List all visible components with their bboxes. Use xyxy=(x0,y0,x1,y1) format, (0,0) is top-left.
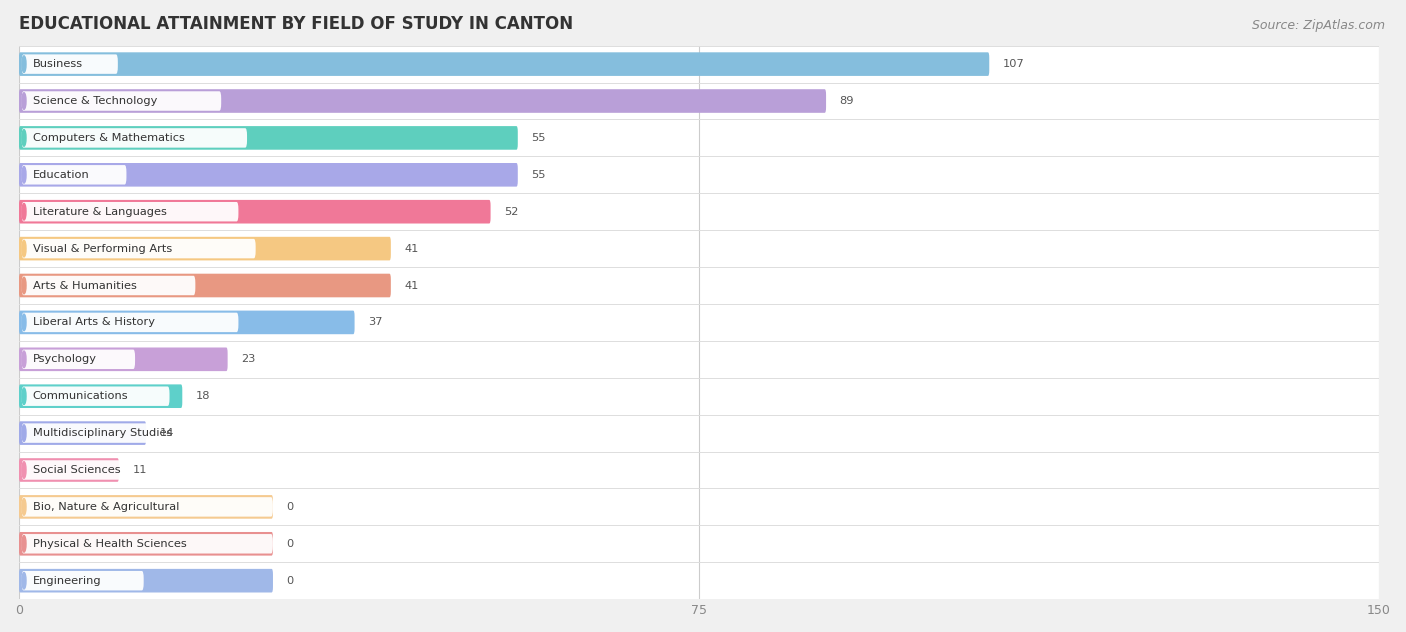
FancyBboxPatch shape xyxy=(18,52,990,76)
Text: Social Sciences: Social Sciences xyxy=(32,465,121,475)
FancyBboxPatch shape xyxy=(21,571,143,590)
Circle shape xyxy=(22,93,27,109)
Circle shape xyxy=(22,462,27,478)
FancyBboxPatch shape xyxy=(18,384,183,408)
Text: Education: Education xyxy=(32,170,90,180)
Text: 41: 41 xyxy=(405,243,419,253)
Text: 107: 107 xyxy=(1002,59,1025,69)
Circle shape xyxy=(22,425,27,441)
Text: Liberal Arts & History: Liberal Arts & History xyxy=(32,317,155,327)
Text: 18: 18 xyxy=(195,391,211,401)
FancyBboxPatch shape xyxy=(21,387,170,406)
FancyBboxPatch shape xyxy=(21,128,247,148)
Circle shape xyxy=(22,204,27,220)
Circle shape xyxy=(22,167,27,183)
Text: Bio, Nature & Agricultural: Bio, Nature & Agricultural xyxy=(32,502,179,512)
FancyBboxPatch shape xyxy=(21,460,179,480)
FancyBboxPatch shape xyxy=(18,237,391,260)
Text: Physical & Health Sciences: Physical & Health Sciences xyxy=(32,539,187,549)
FancyBboxPatch shape xyxy=(20,230,1379,267)
FancyBboxPatch shape xyxy=(18,89,827,113)
FancyBboxPatch shape xyxy=(21,202,239,221)
Text: Computers & Mathematics: Computers & Mathematics xyxy=(32,133,184,143)
FancyBboxPatch shape xyxy=(18,310,354,334)
FancyBboxPatch shape xyxy=(18,495,273,519)
Text: 14: 14 xyxy=(159,428,174,438)
Circle shape xyxy=(22,351,27,368)
FancyBboxPatch shape xyxy=(18,458,120,482)
FancyBboxPatch shape xyxy=(18,532,273,556)
Circle shape xyxy=(22,240,27,257)
FancyBboxPatch shape xyxy=(21,91,221,111)
Text: 89: 89 xyxy=(839,96,853,106)
FancyBboxPatch shape xyxy=(20,119,1379,156)
FancyBboxPatch shape xyxy=(20,415,1379,451)
Text: Visual & Performing Arts: Visual & Performing Arts xyxy=(32,243,172,253)
FancyBboxPatch shape xyxy=(20,378,1379,415)
Text: Business: Business xyxy=(32,59,83,69)
Text: 0: 0 xyxy=(287,539,294,549)
FancyBboxPatch shape xyxy=(21,165,127,185)
Circle shape xyxy=(22,388,27,404)
Circle shape xyxy=(22,130,27,146)
Circle shape xyxy=(22,535,27,552)
FancyBboxPatch shape xyxy=(21,534,273,554)
FancyBboxPatch shape xyxy=(21,276,195,295)
FancyBboxPatch shape xyxy=(20,193,1379,230)
FancyBboxPatch shape xyxy=(20,562,1379,599)
FancyBboxPatch shape xyxy=(20,489,1379,525)
Text: EDUCATIONAL ATTAINMENT BY FIELD OF STUDY IN CANTON: EDUCATIONAL ATTAINMENT BY FIELD OF STUDY… xyxy=(20,15,574,33)
FancyBboxPatch shape xyxy=(21,239,256,258)
Text: 0: 0 xyxy=(287,576,294,586)
Text: 55: 55 xyxy=(531,170,546,180)
FancyBboxPatch shape xyxy=(18,348,228,371)
FancyBboxPatch shape xyxy=(18,200,491,224)
Text: 52: 52 xyxy=(505,207,519,217)
Text: 23: 23 xyxy=(242,355,256,364)
Text: Literature & Languages: Literature & Languages xyxy=(32,207,166,217)
Text: Psychology: Psychology xyxy=(32,355,97,364)
Circle shape xyxy=(22,573,27,589)
Circle shape xyxy=(22,56,27,73)
Text: 0: 0 xyxy=(287,502,294,512)
FancyBboxPatch shape xyxy=(21,497,273,516)
FancyBboxPatch shape xyxy=(18,569,273,592)
Text: 55: 55 xyxy=(531,133,546,143)
Text: 11: 11 xyxy=(132,465,146,475)
Circle shape xyxy=(22,314,27,331)
FancyBboxPatch shape xyxy=(20,525,1379,562)
Text: Engineering: Engineering xyxy=(32,576,101,586)
Text: Arts & Humanities: Arts & Humanities xyxy=(32,281,136,291)
FancyBboxPatch shape xyxy=(20,341,1379,378)
FancyBboxPatch shape xyxy=(21,423,264,443)
Text: Communications: Communications xyxy=(32,391,128,401)
FancyBboxPatch shape xyxy=(18,422,146,445)
FancyBboxPatch shape xyxy=(20,46,1379,83)
FancyBboxPatch shape xyxy=(20,451,1379,489)
FancyBboxPatch shape xyxy=(18,274,391,297)
FancyBboxPatch shape xyxy=(21,313,239,332)
FancyBboxPatch shape xyxy=(20,83,1379,119)
FancyBboxPatch shape xyxy=(20,267,1379,304)
Text: 41: 41 xyxy=(405,281,419,291)
FancyBboxPatch shape xyxy=(20,304,1379,341)
FancyBboxPatch shape xyxy=(18,163,517,186)
FancyBboxPatch shape xyxy=(20,156,1379,193)
Text: Multidisciplinary Studies: Multidisciplinary Studies xyxy=(32,428,172,438)
Circle shape xyxy=(22,499,27,515)
Text: 37: 37 xyxy=(368,317,382,327)
FancyBboxPatch shape xyxy=(18,126,517,150)
Circle shape xyxy=(22,277,27,294)
FancyBboxPatch shape xyxy=(21,349,135,369)
FancyBboxPatch shape xyxy=(21,54,118,74)
Text: Source: ZipAtlas.com: Source: ZipAtlas.com xyxy=(1251,19,1385,32)
Text: Science & Technology: Science & Technology xyxy=(32,96,157,106)
